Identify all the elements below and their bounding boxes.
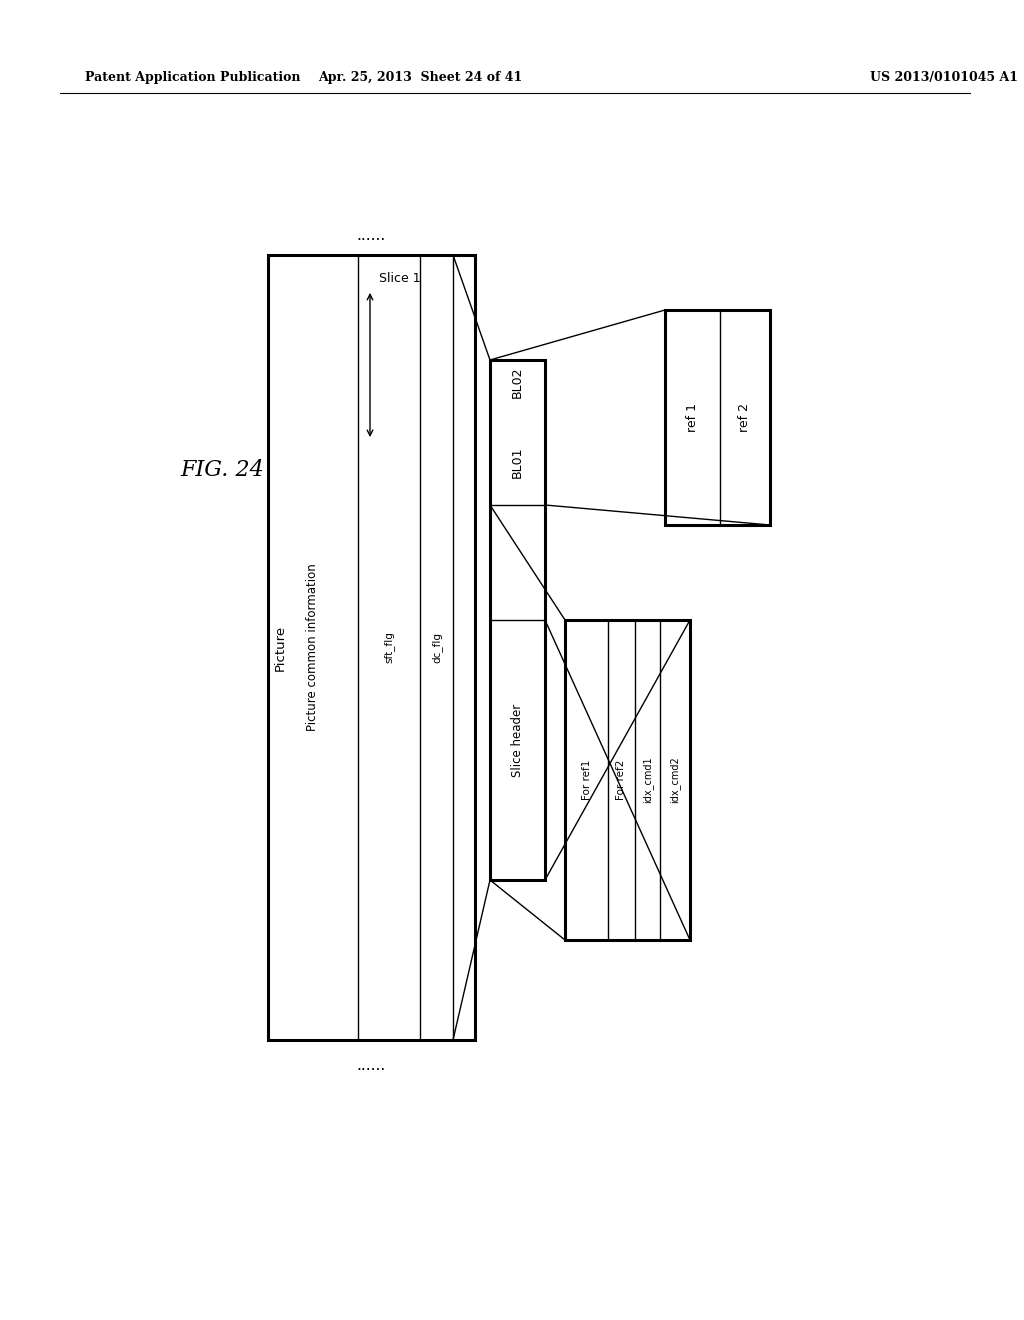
Text: Picture common information: Picture common information [306,564,319,731]
Text: ......: ...... [357,1057,386,1072]
Text: Slice 1: Slice 1 [379,272,421,285]
Bar [490,360,545,880]
Text: BL01: BL01 [511,446,524,478]
Bar [565,620,690,940]
Text: BL02: BL02 [511,366,524,397]
Text: sft_flg: sft_flg [384,631,394,664]
Text: US 2013/0101045 A1: US 2013/0101045 A1 [870,71,1018,84]
Text: Apr. 25, 2013  Sheet 24 of 41: Apr. 25, 2013 Sheet 24 of 41 [317,71,522,84]
Text: For ref2: For ref2 [616,760,627,800]
Text: FIG. 24: FIG. 24 [180,459,264,480]
Text: For ref1: For ref1 [582,760,592,800]
Text: ref 1: ref 1 [686,403,699,432]
Bar [665,310,770,525]
Text: ref 2: ref 2 [738,403,752,432]
Bar [268,255,475,1040]
Text: dc_flg: dc_flg [431,632,442,663]
Text: idx_cmd2: idx_cmd2 [670,756,681,804]
Text: Picture: Picture [273,624,287,671]
Text: Slice header: Slice header [511,704,524,776]
Text: Patent Application Publication: Patent Application Publication [85,71,300,84]
Text: ......: ...... [357,227,386,243]
Text: idx_cmd1: idx_cmd1 [642,756,653,804]
